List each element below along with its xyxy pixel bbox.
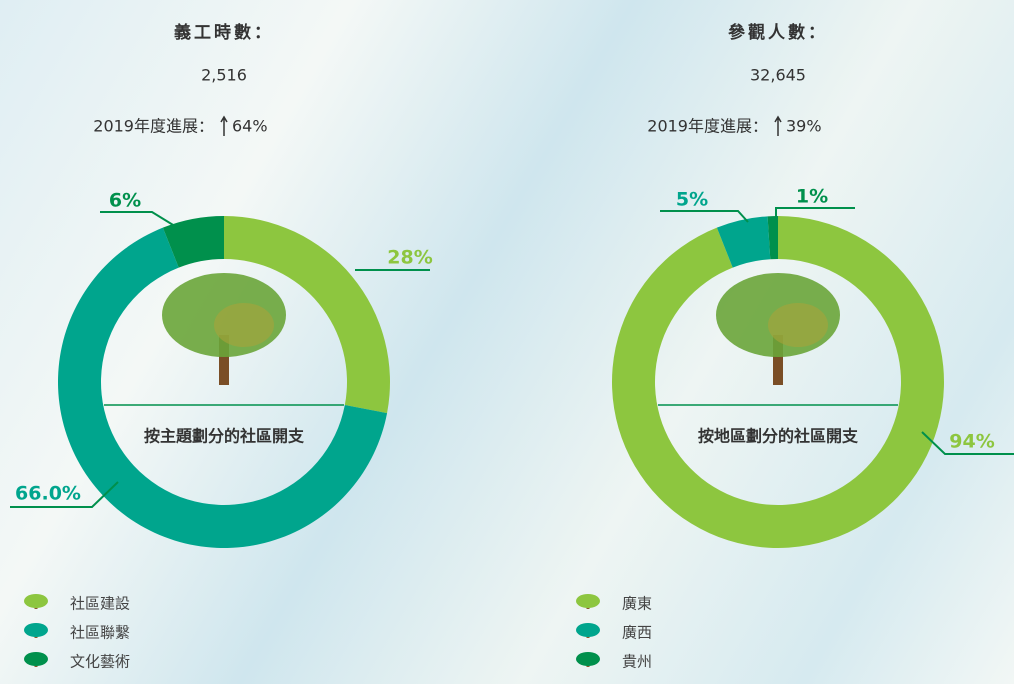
value-label: 5% (676, 189, 708, 211)
value-label: 66.0% (15, 483, 81, 505)
donut-segment (224, 216, 391, 414)
value-label: 28% (387, 247, 432, 269)
tree-crown (576, 652, 600, 666)
donut-segment (716, 216, 771, 268)
tree-crown (576, 623, 600, 637)
donut-segment (162, 216, 224, 268)
progress-value: 64% (232, 117, 268, 136)
stat-label: 義工時數： (174, 22, 274, 43)
value-label: 94% (949, 431, 994, 453)
legend-label: 廣東 (622, 595, 652, 613)
center-label: 按主題劃分的社區開支 (144, 427, 305, 446)
legend-label: 文化藝術 (70, 653, 130, 671)
value-label: 1% (796, 186, 828, 208)
leader-line (921, 431, 1014, 455)
value-label: 6% (109, 190, 141, 212)
stat-label: 參觀人數： (728, 22, 828, 43)
leader-line (775, 207, 855, 218)
legend-label: 社區聯繫 (70, 624, 130, 642)
center-trunk (773, 335, 783, 385)
legend-label: 廣西 (622, 624, 652, 642)
center-label: 按地區劃分的社區開支 (698, 427, 859, 446)
stat-value: 2,516 (201, 66, 247, 85)
leader-line (10, 481, 119, 508)
progress-value: 39% (786, 117, 822, 136)
legend-label: 社區建設 (70, 595, 130, 613)
stat-value: 32,645 (750, 66, 806, 85)
donut-segment (767, 216, 778, 260)
center-crown-shade (768, 303, 828, 347)
up-arrow (774, 115, 782, 136)
tree-crown (24, 652, 48, 666)
progress-label: 2019年度進展： (647, 117, 768, 136)
progress-label: 2019年度進展： (93, 117, 214, 136)
tree-crown (576, 594, 600, 608)
legend-label: 貴州 (622, 653, 652, 671)
center-crown-shade (214, 303, 274, 347)
up-arrow (220, 115, 228, 136)
leader-line (660, 210, 749, 223)
center-trunk (219, 335, 229, 385)
tree-crown (24, 594, 48, 608)
tree-crown (24, 623, 48, 637)
leader-line (100, 211, 179, 229)
